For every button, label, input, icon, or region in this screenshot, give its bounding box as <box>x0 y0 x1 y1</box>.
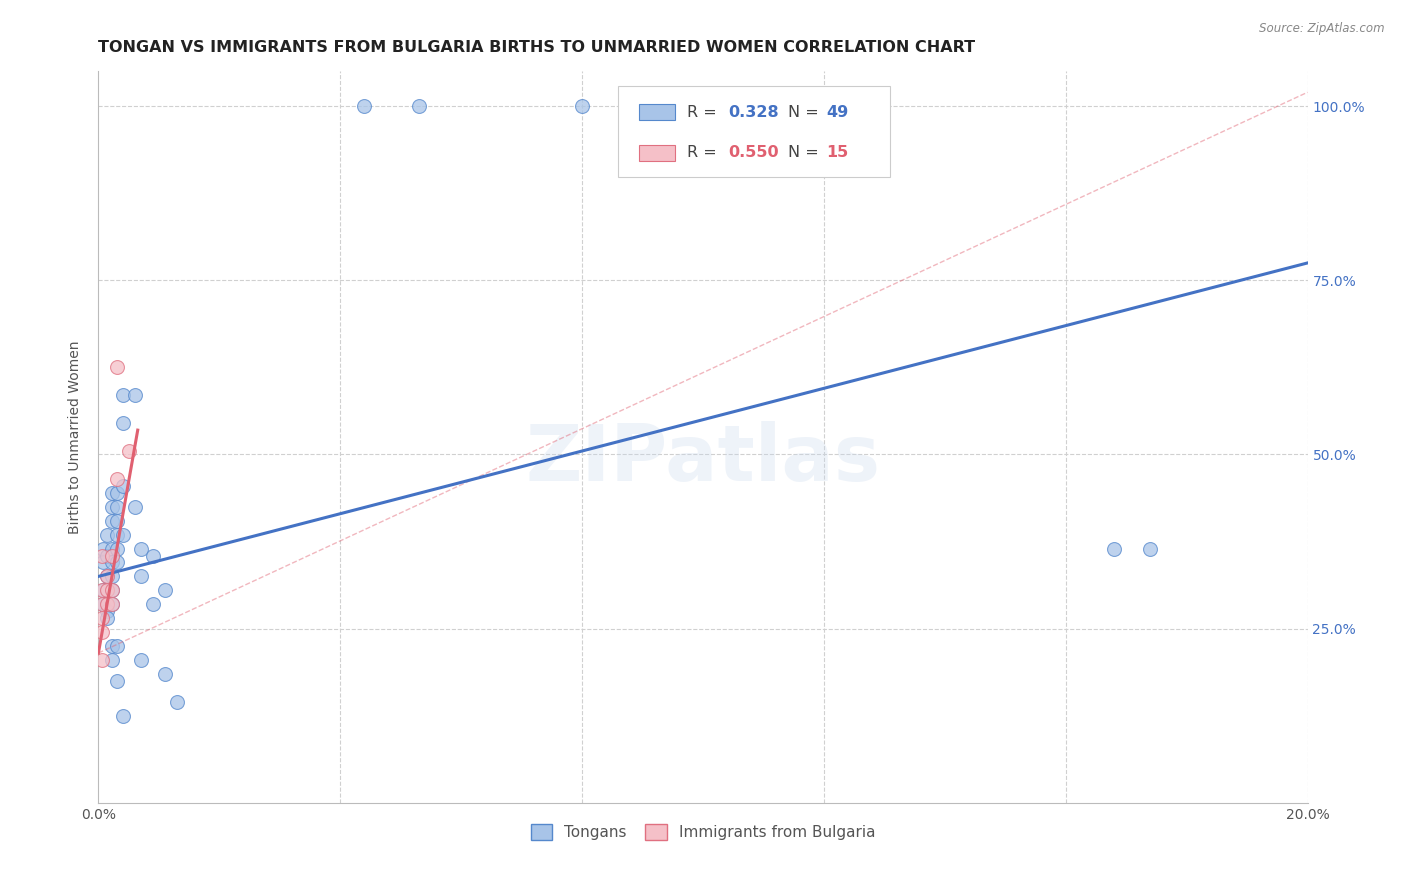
Point <box>142 597 165 611</box>
Point <box>105 472 128 486</box>
Point <box>100 549 122 563</box>
Point <box>105 541 128 556</box>
Point <box>91 583 114 598</box>
Point <box>100 597 122 611</box>
Point <box>153 667 176 681</box>
Point <box>100 597 122 611</box>
Point <box>100 549 122 563</box>
Point <box>105 485 128 500</box>
Point <box>96 611 118 625</box>
Point <box>105 500 128 514</box>
Point <box>100 500 122 514</box>
Point <box>129 653 152 667</box>
Point <box>96 569 118 583</box>
Point <box>96 583 118 598</box>
Text: N =: N = <box>787 105 824 120</box>
Point <box>105 556 128 570</box>
Point <box>96 604 118 618</box>
Y-axis label: Births to Unmarried Women: Births to Unmarried Women <box>69 341 83 533</box>
Point <box>91 625 114 640</box>
Text: 0.550: 0.550 <box>728 145 779 161</box>
Point <box>91 549 114 563</box>
Point <box>1102 541 1125 556</box>
Text: 0.328: 0.328 <box>728 105 779 120</box>
Point <box>96 569 118 583</box>
Point <box>118 444 141 458</box>
Point <box>96 549 118 563</box>
FancyBboxPatch shape <box>619 86 890 178</box>
Text: 15: 15 <box>827 145 849 161</box>
Point <box>100 583 122 598</box>
Text: 49: 49 <box>827 105 849 120</box>
Point <box>111 527 134 541</box>
Point <box>153 583 176 598</box>
Point <box>91 597 114 611</box>
Point <box>105 360 128 375</box>
Text: N =: N = <box>787 145 824 161</box>
Point <box>91 541 114 556</box>
Point <box>100 556 122 570</box>
Point <box>91 556 114 570</box>
Point <box>100 583 122 598</box>
Point <box>100 514 122 528</box>
Point <box>96 527 118 541</box>
Point <box>129 541 152 556</box>
Text: TONGAN VS IMMIGRANTS FROM BULGARIA BIRTHS TO UNMARRIED WOMEN CORRELATION CHART: TONGAN VS IMMIGRANTS FROM BULGARIA BIRTH… <box>98 40 976 55</box>
Point <box>100 569 122 583</box>
Point <box>91 653 114 667</box>
Text: Source: ZipAtlas.com: Source: ZipAtlas.com <box>1260 22 1385 36</box>
Point <box>105 673 128 688</box>
Point <box>111 388 134 402</box>
Text: R =: R = <box>688 145 723 161</box>
Point <box>105 527 128 541</box>
Legend: Tongans, Immigrants from Bulgaria: Tongans, Immigrants from Bulgaria <box>524 818 882 847</box>
Point <box>91 611 114 625</box>
FancyBboxPatch shape <box>638 145 675 161</box>
Point <box>100 639 122 653</box>
Point <box>100 541 122 556</box>
Point <box>111 479 134 493</box>
Point <box>100 653 122 667</box>
Point <box>91 583 114 598</box>
Point <box>100 485 122 500</box>
Point <box>142 549 165 563</box>
Point <box>96 597 118 611</box>
Point <box>105 514 128 528</box>
Point <box>129 569 152 583</box>
Point <box>124 500 146 514</box>
Point <box>105 639 128 653</box>
Point <box>124 388 146 402</box>
Point <box>1139 541 1161 556</box>
Point <box>111 708 134 723</box>
Point <box>96 597 118 611</box>
Point <box>408 99 430 113</box>
FancyBboxPatch shape <box>638 104 675 120</box>
Point <box>571 99 593 113</box>
Point <box>96 583 118 598</box>
Point <box>166 695 188 709</box>
Point <box>111 416 134 430</box>
Text: ZIPatlas: ZIPatlas <box>526 421 880 497</box>
Text: R =: R = <box>688 105 723 120</box>
Point <box>91 597 114 611</box>
Point <box>353 99 375 113</box>
